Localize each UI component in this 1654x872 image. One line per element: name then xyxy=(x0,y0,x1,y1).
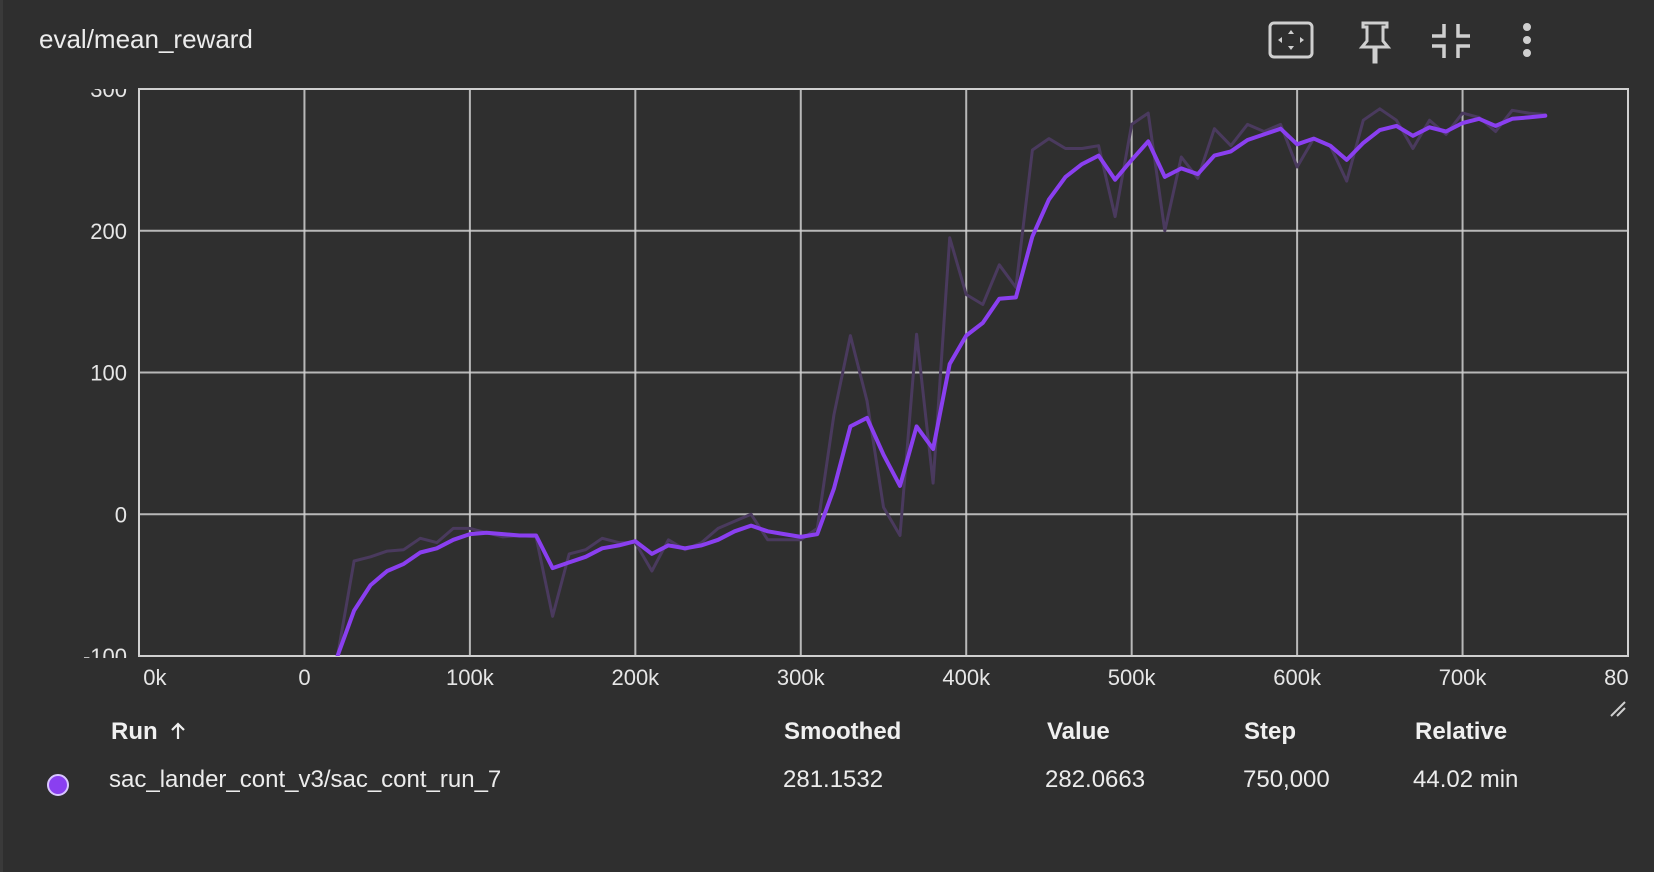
y-tick-label: 0 xyxy=(115,502,127,527)
x-tick-label: 400k xyxy=(942,665,991,690)
resize-handle-icon[interactable] xyxy=(1609,700,1627,718)
more-options-button[interactable] xyxy=(1502,18,1552,64)
line-chart[interactable]: -1000100200300-100k0100k200k300k400k500k… xyxy=(3,0,1654,720)
x-tick-label: 200k xyxy=(611,665,660,690)
pin-icon xyxy=(1358,21,1392,64)
y-tick-label: 200 xyxy=(90,219,127,244)
run-smoothed: 281.1532 xyxy=(783,766,884,793)
run-value: 282.0663 xyxy=(1045,766,1146,793)
plot-border xyxy=(138,88,1629,657)
collapse-button[interactable] xyxy=(1426,18,1476,64)
x-tick-label: 0 xyxy=(298,665,310,690)
chart-area[interactable]: -1000100200300-100k0100k200k300k400k500k… xyxy=(3,0,1654,720)
run-step: 750,000 xyxy=(1243,766,1330,793)
smoothed-series-line xyxy=(335,113,1548,656)
fit-to-data-icon xyxy=(1268,21,1314,59)
y-label-mask-top xyxy=(63,60,137,89)
pin-button[interactable] xyxy=(1350,18,1400,64)
more-vert-icon xyxy=(1523,23,1531,57)
x-tick-label: 500k xyxy=(1108,665,1157,690)
x-tick-label: 700k xyxy=(1439,665,1488,690)
x-tick-label: 600k xyxy=(1273,665,1322,690)
run-color-indicator[interactable] xyxy=(47,774,69,796)
collapse-icon xyxy=(1432,24,1470,58)
raw-series-line xyxy=(336,107,1547,656)
x-label-mask-left xyxy=(3,660,143,700)
header-run[interactable]: Run xyxy=(111,718,188,746)
header-run-label: Run xyxy=(111,718,158,745)
run-name: sac_lander_cont_v3/sac_cont_run_7 xyxy=(109,766,502,793)
header-value[interactable]: Value xyxy=(1047,718,1110,745)
chart-title: eval/mean_reward xyxy=(39,24,253,54)
header-smoothed[interactable]: Smoothed xyxy=(784,718,902,745)
fit-to-data-button[interactable] xyxy=(1266,18,1316,64)
x-tick-label: 300k xyxy=(777,665,826,690)
y-tick-label: 100 xyxy=(90,361,127,386)
header-relative[interactable]: Relative xyxy=(1415,718,1508,745)
x-tick-label: 100k xyxy=(446,665,495,690)
x-label-mask-right xyxy=(1629,660,1654,700)
header-step[interactable]: Step xyxy=(1244,718,1297,745)
run-relative: 44.02 min xyxy=(1413,766,1519,793)
arrow-up-icon xyxy=(171,722,186,739)
